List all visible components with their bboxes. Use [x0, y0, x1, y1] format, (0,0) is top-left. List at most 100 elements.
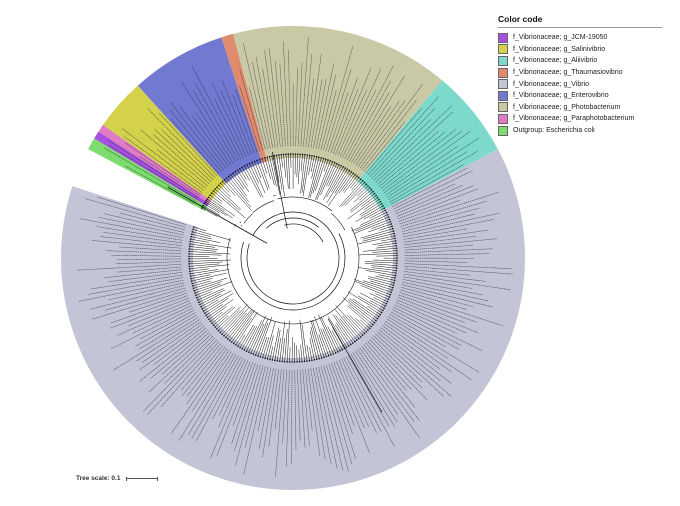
leaf-label — [128, 300, 190, 327]
branch — [363, 230, 394, 240]
leaf-label — [318, 366, 344, 471]
leaf-label — [180, 343, 221, 391]
leaf-label — [315, 63, 335, 149]
leaf-label — [249, 87, 266, 150]
leaf-label — [326, 364, 356, 459]
leaf-label — [123, 136, 203, 193]
leaf-label — [399, 292, 504, 327]
leaf-label — [220, 89, 250, 156]
branch — [192, 280, 211, 287]
branch — [371, 267, 397, 271]
tree-scale-label: Tree scale: 0.1 — [76, 475, 121, 482]
leaf-label — [274, 61, 284, 147]
leaf-tip — [325, 355, 328, 358]
leaf-label — [217, 360, 249, 428]
branch — [312, 158, 324, 194]
leaf-label — [399, 191, 499, 225]
branch — [342, 315, 361, 338]
leaf-label — [169, 109, 222, 173]
leaf-label — [313, 368, 332, 465]
branch — [223, 306, 250, 336]
leaf-label — [403, 276, 473, 289]
leaf-label — [179, 106, 227, 169]
branch — [199, 293, 222, 305]
leaf-label — [404, 238, 498, 248]
branch — [190, 269, 229, 277]
leaf-label — [99, 236, 182, 246]
branch — [339, 318, 358, 341]
branch — [286, 320, 290, 362]
branch — [338, 173, 354, 194]
leaf-label — [333, 362, 370, 453]
leaf-label — [377, 130, 439, 185]
branch — [373, 297, 387, 304]
leaf-label — [310, 79, 323, 148]
leaf-label — [120, 212, 185, 231]
leaf-label — [283, 42, 289, 147]
branch — [246, 320, 263, 352]
leaf-label — [139, 323, 203, 371]
branch — [189, 263, 220, 267]
branch — [237, 334, 246, 347]
branch — [367, 306, 381, 315]
leaf-label — [143, 337, 215, 412]
clade-arc — [243, 213, 253, 224]
branch — [302, 155, 310, 197]
legend-swatch — [498, 125, 508, 136]
branch — [371, 221, 391, 229]
branch — [357, 185, 369, 197]
leaf-label — [396, 185, 474, 217]
branch — [208, 197, 236, 217]
branch — [315, 159, 327, 191]
leaf-label — [297, 369, 301, 442]
leaf-label — [108, 272, 182, 283]
leaf-label — [343, 357, 382, 432]
tree-scale: Tree scale: 0.1 — [76, 475, 159, 482]
branch — [249, 163, 259, 184]
leaf-tip — [396, 259, 398, 262]
branch — [347, 197, 378, 220]
leaf-label — [361, 99, 417, 170]
leaf-label — [91, 274, 183, 290]
clade-arc — [277, 196, 333, 212]
branch — [285, 154, 289, 189]
branch — [348, 304, 374, 325]
leaf-label — [255, 56, 274, 148]
leaf-label — [153, 134, 210, 184]
branch — [351, 178, 361, 190]
branch — [233, 317, 252, 344]
leaf-label — [103, 232, 183, 244]
leaf-label — [383, 131, 471, 194]
leaf-label — [325, 68, 352, 152]
leaf-label — [388, 151, 468, 200]
branch — [274, 329, 281, 361]
branch — [194, 283, 221, 294]
leaf-tip — [259, 355, 262, 358]
leaf-tip — [395, 267, 398, 269]
branch — [347, 291, 382, 313]
branch — [369, 280, 393, 288]
branch — [215, 315, 229, 328]
leaf-label — [385, 320, 472, 381]
branch — [301, 154, 308, 193]
leaf-tip — [391, 286, 394, 289]
branch — [362, 233, 395, 242]
branch — [281, 338, 285, 362]
legend-label: f_Vibrionaceae; g_Aliivibrio — [513, 57, 598, 65]
leaf-tip — [396, 254, 398, 257]
leaf-tip — [304, 153, 306, 156]
branch — [266, 157, 275, 185]
leaf-label — [336, 361, 365, 428]
leaf-label — [323, 365, 353, 465]
leaf-tip — [266, 358, 269, 360]
leaf-tip — [391, 227, 394, 230]
branch — [261, 158, 267, 174]
leaf-label — [395, 302, 467, 334]
leaf-label — [379, 131, 445, 187]
branch — [189, 248, 217, 252]
branch — [189, 268, 210, 272]
branch — [315, 160, 331, 200]
leaf-label — [125, 142, 201, 195]
leaf-label — [96, 226, 183, 241]
branch — [309, 338, 315, 360]
